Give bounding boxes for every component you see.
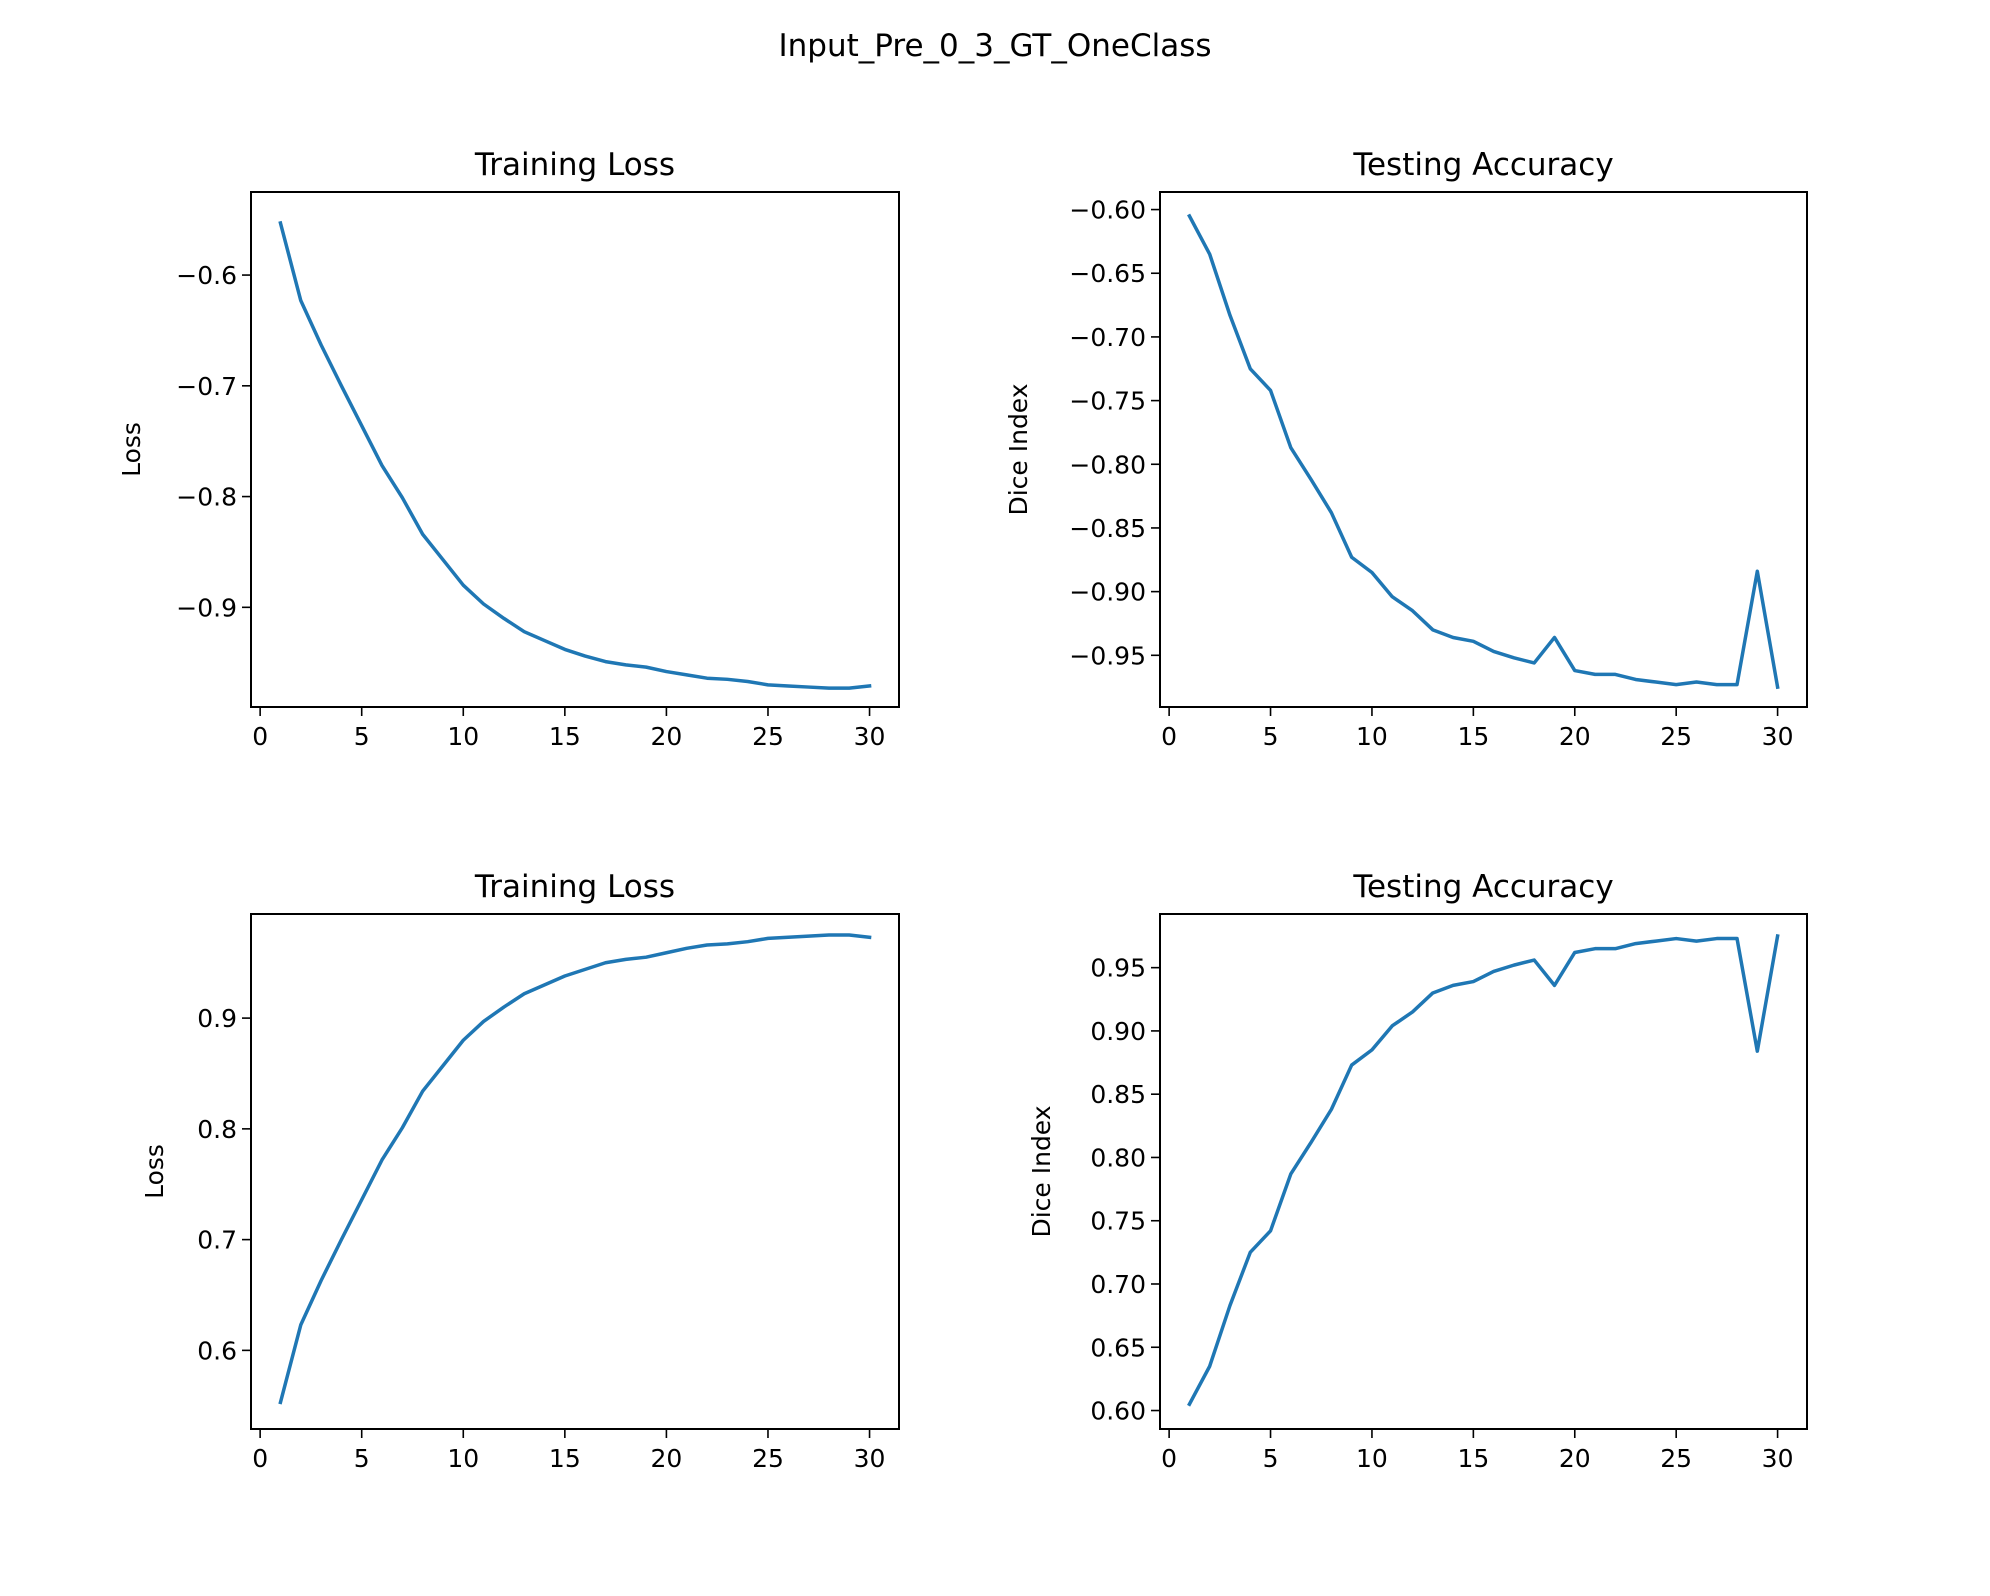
y-axis-label: Loss (140, 1144, 169, 1199)
x-tick-label: 15 (1457, 1444, 1489, 1473)
series-line (1187, 213, 1780, 690)
y-tick-label: 0.60 (1090, 1397, 1146, 1426)
axes-frame (1159, 191, 1808, 708)
y-tick-label: −0.70 (1069, 323, 1146, 352)
x-tick-label: 10 (447, 1444, 479, 1473)
y-tick-label: 0.70 (1090, 1270, 1146, 1299)
series-line (278, 220, 872, 690)
axes-frame (250, 191, 900, 708)
x-tick-label: 25 (752, 722, 784, 751)
y-axis-label: Dice Index (1027, 1105, 1056, 1237)
series-line (1187, 933, 1780, 1407)
subplot-1: Training Loss Loss 0 5 10 15 20 25 30 −0.6 −0.7 −0.… (117, 147, 900, 751)
subplot-title: Training Loss (474, 147, 675, 183)
y-tick-label: 0.9 (197, 1004, 237, 1033)
y-tick-label: 0.65 (1090, 1333, 1146, 1362)
x-tick-label: 0 (1161, 1444, 1177, 1473)
x-tick-label: 10 (1356, 1444, 1388, 1473)
subplot-title: Testing Accuracy (1352, 147, 1613, 183)
y-tick-label: 0.75 (1090, 1207, 1146, 1236)
axes-frame (1159, 913, 1808, 1430)
x-tick-label: 0 (252, 722, 268, 751)
figure-suptitle: Input_Pre_0_3_GT_OneClass (778, 28, 1211, 64)
y-tick-label: 0.90 (1090, 1017, 1146, 1046)
x-tick-label: 30 (1762, 1444, 1794, 1473)
subplot-3: Training Loss Loss 0 5 10 15 20 25 30 0.6 0.7 0.8 0.… (140, 869, 900, 1473)
y-tick-label: −0.75 (1069, 387, 1146, 416)
x-tick-label: 20 (1559, 722, 1591, 751)
x-tick-label: 5 (354, 1444, 370, 1473)
subplot-2: Testing Accuracy Dice Index 0 5 10 15 20 25 30 −0… (1004, 147, 1808, 751)
x-tick-label: 25 (1660, 1444, 1692, 1473)
x-tick-label: 0 (1161, 722, 1177, 751)
x-tick-label: 15 (1457, 722, 1489, 751)
y-tick-label: −0.6 (176, 261, 237, 290)
y-axis-label: Loss (117, 422, 146, 477)
y-tick-label: 0.95 (1090, 954, 1146, 983)
axes-frame (250, 913, 900, 1430)
y-tick-label: −0.80 (1069, 450, 1146, 479)
series-line (278, 933, 872, 1405)
y-tick-label: −0.85 (1069, 514, 1146, 543)
y-tick-label: −0.90 (1069, 578, 1146, 607)
y-tick-label: −0.8 (176, 483, 237, 512)
x-tick-label: 10 (1356, 722, 1388, 751)
x-tick-label: 25 (752, 1444, 784, 1473)
x-tick-label: 5 (354, 722, 370, 751)
y-tick-label: −0.60 (1069, 196, 1146, 225)
x-tick-label: 5 (1263, 1444, 1279, 1473)
y-tick-label: 0.8 (197, 1115, 237, 1144)
x-tick-label: 0 (252, 1444, 268, 1473)
y-tick-label: −0.9 (176, 593, 237, 622)
x-tick-label: 25 (1660, 722, 1692, 751)
x-tick-label: 5 (1263, 722, 1279, 751)
x-tick-label: 20 (651, 722, 683, 751)
x-tick-label: 15 (549, 1444, 581, 1473)
y-tick-label: 0.7 (197, 1226, 237, 1255)
subplot-4: Testing Accuracy Dice Index 0 5 10 15 20 25 30 0.… (1027, 869, 1808, 1473)
x-tick-label: 30 (854, 722, 886, 751)
subplot-title: Testing Accuracy (1352, 869, 1613, 905)
x-tick-label: 15 (549, 722, 581, 751)
y-tick-label: 0.85 (1090, 1080, 1146, 1109)
x-tick-label: 30 (854, 1444, 886, 1473)
y-tick-label: −0.7 (176, 372, 237, 401)
x-tick-label: 20 (651, 1444, 683, 1473)
y-tick-label: −0.95 (1069, 641, 1146, 670)
y-tick-label: 0.80 (1090, 1143, 1146, 1172)
y-axis-label: Dice Index (1004, 383, 1033, 515)
x-tick-label: 30 (1762, 722, 1794, 751)
y-tick-label: 0.6 (197, 1336, 237, 1365)
y-tick-label: −0.65 (1069, 259, 1146, 288)
x-tick-label: 20 (1559, 1444, 1591, 1473)
x-tick-label: 10 (447, 722, 479, 751)
subplot-title: Training Loss (474, 869, 675, 905)
